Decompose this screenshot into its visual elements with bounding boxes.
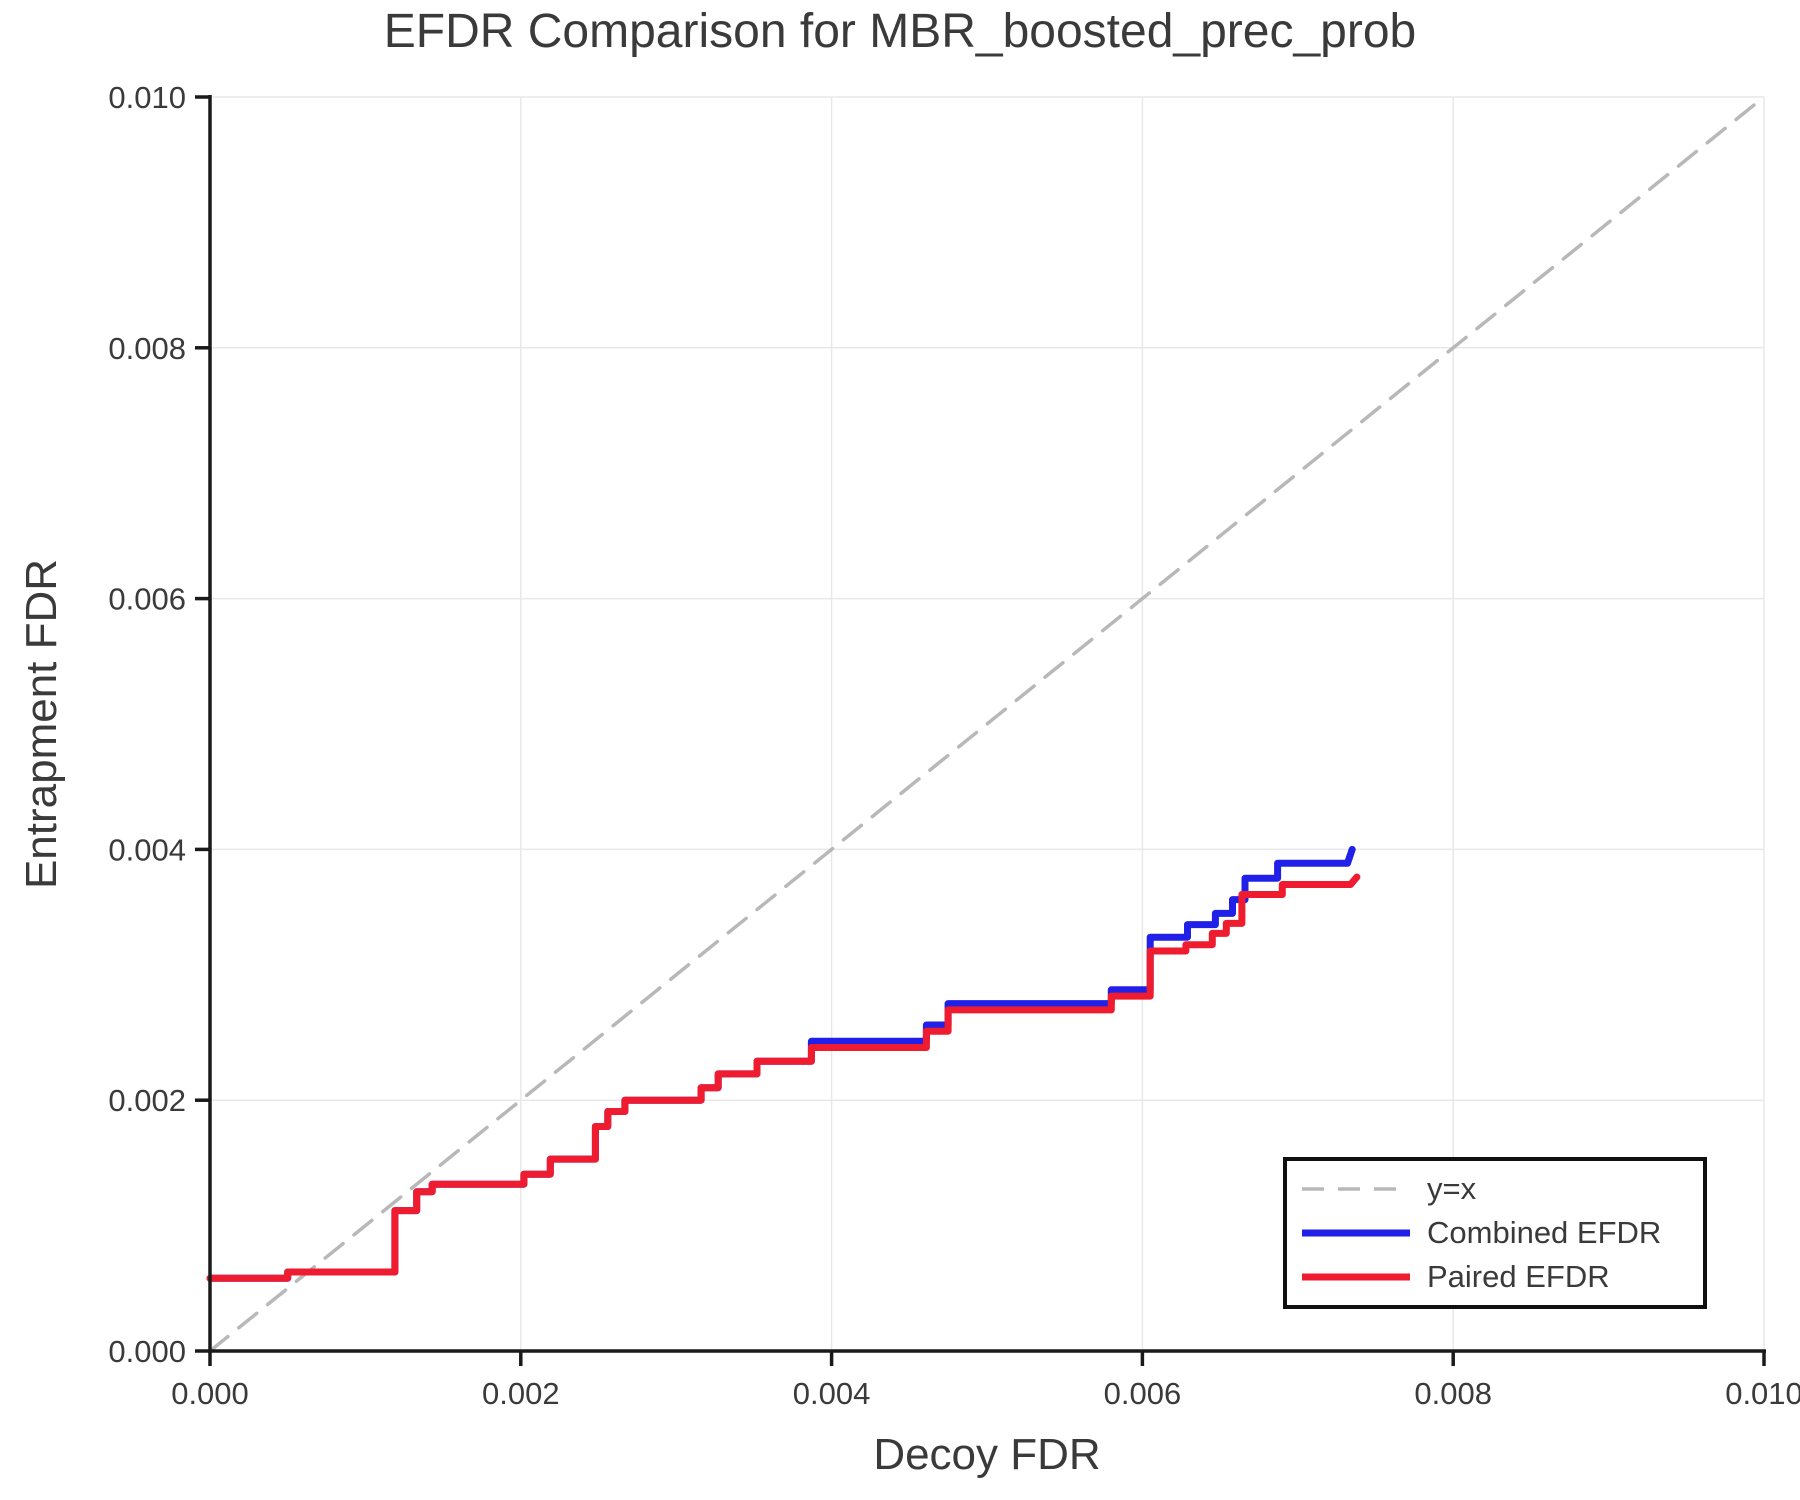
legend-sample-icon-2 xyxy=(1302,1273,1410,1281)
x-tick-label: 0.006 xyxy=(1104,1376,1182,1411)
y-tick-label: 0.002 xyxy=(108,1083,186,1118)
legend-label-1: Combined EFDR xyxy=(1427,1214,1662,1250)
legend-row-0: y=x xyxy=(1300,1169,1703,1209)
legend-sample-icon-0 xyxy=(1302,1187,1410,1191)
y-axis-label: Entrapment FDR xyxy=(17,558,66,890)
legend-row-1: Combined EFDR xyxy=(1300,1213,1703,1253)
y-tick-label: 0.006 xyxy=(108,582,186,617)
series-line-2 xyxy=(206,873,1361,1282)
legend-sample-icon-1 xyxy=(1302,1229,1410,1237)
x-tick-label: 0.010 xyxy=(1725,1376,1800,1411)
chart-title: EFDR Comparison for MBR_boosted_prec_pro… xyxy=(383,5,1417,58)
legend-label-2: Paired EFDR xyxy=(1427,1258,1610,1294)
series-line-0 xyxy=(208,95,1766,1353)
x-tick-label: 0.002 xyxy=(482,1376,560,1411)
y-tick-label: 0.004 xyxy=(108,832,186,867)
x-tick-label: 0.004 xyxy=(793,1376,871,1411)
x-tick-label: 0.000 xyxy=(171,1376,249,1411)
x-axis-label: Decoy FDR xyxy=(873,1430,1101,1479)
legend: y=x Combined EFDR Paired EFDR xyxy=(1283,1157,1707,1309)
y-tick-label: 0.010 xyxy=(108,80,186,115)
y-tick-label: 0.008 xyxy=(108,331,186,366)
x-tick-label: 0.008 xyxy=(1414,1376,1492,1411)
y-tick-label: 0.000 xyxy=(108,1334,186,1369)
legend-row-2: Paired EFDR xyxy=(1300,1257,1703,1297)
legend-label-0: y=x xyxy=(1427,1170,1477,1206)
